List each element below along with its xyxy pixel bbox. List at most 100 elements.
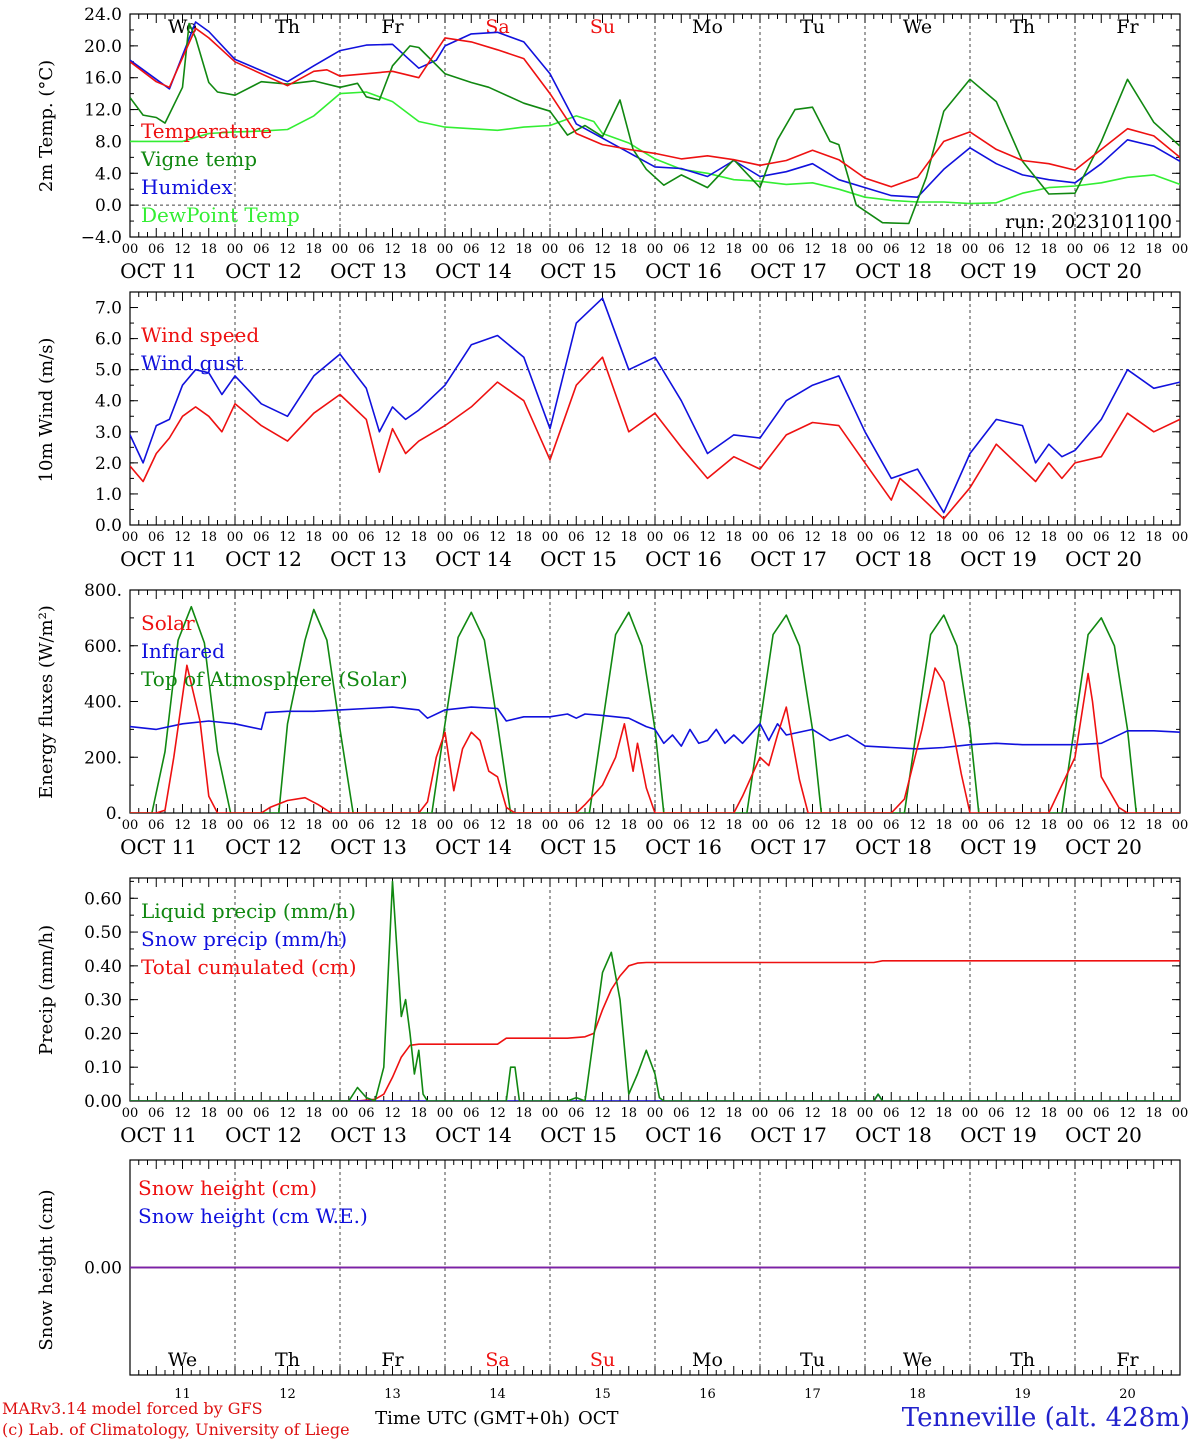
y-tick-label: 8.0 [95,132,122,152]
hour-tick-label: 12 [489,1106,506,1121]
weekday-label: Th [275,1349,300,1371]
hour-tick-label: 00 [542,242,559,257]
series-group [130,21,1180,225]
day-number-label: 14 [489,1387,506,1402]
hour-tick-label: 00 [1172,1106,1189,1121]
axis-frame [129,589,1181,814]
hour-tick-label: 06 [568,1106,585,1121]
hour-tick-label: 06 [463,530,480,545]
date-label: OCT 16 [645,259,722,283]
date-label: OCT 14 [435,547,512,571]
date-label: OCT 16 [645,835,722,859]
hour-tick-label: 00 [647,242,664,257]
hour-tick-label: 18 [725,530,742,545]
hour-tick-label: 00 [647,1106,664,1121]
hour-tick-label: 18 [410,530,427,545]
series-line [130,959,1180,1101]
hour-tick-label: 18 [830,818,847,833]
hour-tick-label: 00 [857,530,874,545]
hour-tick-label: 06 [1093,1106,1110,1121]
hour-tick-label: 06 [673,242,690,257]
series-line [130,880,1180,1101]
hour-tick-label: 18 [935,1106,952,1121]
hour-tick-label: 00 [962,530,979,545]
hour-tick-label: 00 [122,818,139,833]
hour-tick-label: 06 [988,530,1005,545]
hour-tick-label: 12 [174,242,191,257]
hour-tick-label: 06 [568,818,585,833]
hour-tick-label: 06 [988,818,1005,833]
date-label: OCT 15 [540,259,617,283]
weekday-label: Th [1010,1349,1035,1371]
hour-tick-label: 12 [594,242,611,257]
y-tick-label: −4.0 [81,228,122,248]
series-group [130,605,1180,813]
hour-tick-label: 12 [804,530,821,545]
date-label: OCT 18 [855,547,932,571]
legend-entry: Snow height (cm) [138,1176,317,1200]
hour-tick-label: 00 [752,1106,769,1121]
y-axis-label: 10m Wind (m/s) [36,338,57,483]
hour-tick-label: 18 [515,818,532,833]
date-label: OCT 13 [330,259,407,283]
hour-tick-label: 06 [778,530,795,545]
hour-tick-label: 06 [883,242,900,257]
hour-tick-label: 12 [594,530,611,545]
hour-tick-label: 12 [1119,818,1136,833]
hour-tick-label: 06 [883,530,900,545]
y-tick-label: 6.0 [95,330,122,350]
hour-tick-label: 12 [699,530,716,545]
footer: MARv3.14 model forced by GFS (c) Lab. of… [2,1399,1190,1439]
hour-tick-label: 18 [1040,530,1057,545]
hour-tick-label: 00 [122,242,139,257]
hour-tick-label: 00 [1067,530,1084,545]
hour-tick-label: 06 [253,1106,270,1121]
hour-tick-label: 12 [174,530,191,545]
hour-tick-label: 00 [752,242,769,257]
day-number-label: 16 [699,1387,716,1402]
date-label: OCT 19 [960,547,1037,571]
hour-tick-label: 00 [332,530,349,545]
hour-tick-label: 12 [279,242,296,257]
y-tick-label: 24.0 [84,5,122,25]
hour-tick-label: 18 [620,1106,637,1121]
run-label: run: 2023101100 [1005,211,1172,233]
date-label: OCT 11 [120,835,197,859]
hour-tick-label: 06 [988,242,1005,257]
y-tick-label: 5.0 [95,361,122,381]
y-tick-label: 0. [106,804,122,824]
day-number-label: 19 [1014,1387,1031,1402]
series-line [130,91,1180,205]
weekday-label: Fr [1116,1349,1139,1371]
hour-tick-label: 00 [437,1106,454,1121]
hour-tick-label: 06 [148,242,165,257]
hour-tick-label: 06 [673,1106,690,1121]
hour-tick-label: 00 [227,530,244,545]
series-group [130,297,1180,520]
date-label: OCT 16 [645,547,722,571]
legend-entry: Vigne temp [140,147,257,171]
hour-tick-label: 06 [148,818,165,833]
date-label: OCT 18 [855,1123,932,1147]
series-line [130,605,1180,813]
hour-tick-label: 18 [200,242,217,257]
hour-tick-label: 06 [358,1106,375,1121]
weekday-label: We [168,1349,197,1371]
date-label: OCT 13 [330,835,407,859]
legend-entry: Infrared [141,639,225,663]
series-line [130,21,1180,198]
hour-tick-label: 12 [699,242,716,257]
hour-tick-label: 18 [410,1106,427,1121]
weekday-label: Su [590,16,615,38]
hour-tick-label: 12 [594,818,611,833]
hour-tick-label: 12 [804,818,821,833]
y-axis-label: Precip (mm/h) [36,925,57,1055]
hour-tick-label: 12 [594,1106,611,1121]
hour-tick-label: 00 [122,1106,139,1121]
legend-entry: DewPoint Temp [141,203,300,227]
y-tick-label: 0.0 [95,196,122,216]
hour-tick-label: 12 [1014,242,1031,257]
hour-tick-label: 00 [857,818,874,833]
day-number-label: 15 [594,1387,611,1402]
hour-tick-label: 06 [673,818,690,833]
